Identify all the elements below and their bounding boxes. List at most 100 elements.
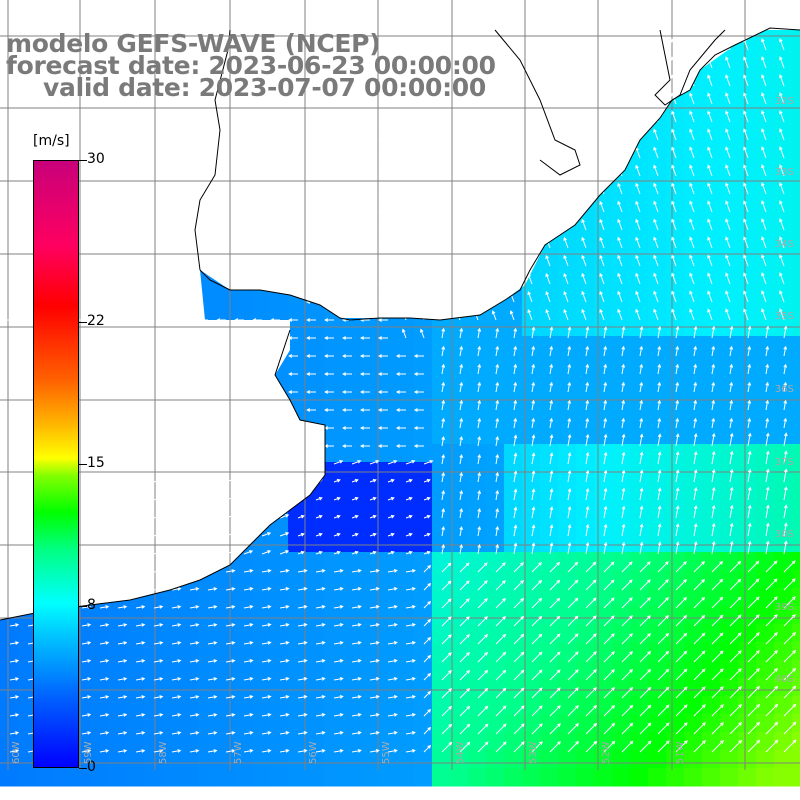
wind-arrow <box>477 580 488 591</box>
wind-arrow <box>531 633 543 645</box>
wind-speed-cell <box>774 120 793 139</box>
wind-arrow <box>509 292 515 303</box>
wind-speed-cell <box>612 354 631 373</box>
wind-arrow <box>689 254 695 267</box>
wind-speed-cell <box>522 552 541 571</box>
wind-arrow <box>491 184 497 195</box>
wind-speed-cell <box>720 426 739 445</box>
wind-speed-cell <box>342 570 361 589</box>
wind-speed-cell <box>648 462 667 481</box>
wind-arrow <box>527 183 533 195</box>
wind-arrow <box>671 110 677 123</box>
wind-arrow <box>729 363 734 375</box>
wind-arrow <box>783 504 788 519</box>
wind-speed-cell <box>630 156 649 175</box>
wind-speed-cell <box>360 570 379 589</box>
wind-speed-cell <box>468 354 487 373</box>
wind-arrow <box>671 164 677 177</box>
wind-arrow <box>563 254 569 267</box>
wind-arrow <box>369 587 380 591</box>
wind-speed-cell <box>450 534 469 553</box>
wind-speed-cell <box>414 444 433 463</box>
wind-arrow <box>423 496 431 501</box>
wind-arrow <box>495 453 500 465</box>
wind-speed-cell <box>162 768 181 787</box>
wind-arrow <box>707 290 713 303</box>
wind-arrow <box>342 66 352 70</box>
wind-speed-cell <box>450 462 469 481</box>
wind-speed-cell <box>504 462 523 481</box>
wind-speed-cell <box>126 732 145 751</box>
wind-arrow <box>405 459 416 465</box>
wind-arrow <box>747 522 752 537</box>
wind-arrow <box>639 469 644 483</box>
wind-arrow <box>225 514 236 519</box>
wind-speed-cell <box>486 372 505 391</box>
wind-arrow <box>509 310 515 321</box>
wind-arrow <box>387 713 398 717</box>
wind-arrow <box>527 219 533 231</box>
wind-arrow <box>657 740 670 753</box>
wind-arrow <box>513 705 525 717</box>
wind-arrow <box>441 723 453 735</box>
wind-arrow <box>531 687 543 699</box>
wind-arrow <box>743 74 749 87</box>
wind-arrow <box>527 147 533 159</box>
wind-arrow <box>342 264 352 268</box>
wind-arrow <box>603 615 615 627</box>
wind-arrow <box>153 550 163 555</box>
wind-arrow <box>261 496 272 501</box>
wind-arrow <box>725 146 731 159</box>
wind-arrow <box>369 514 377 519</box>
wind-arrow <box>315 659 326 663</box>
wind-speed-cell <box>324 570 343 589</box>
wind-arrow <box>306 210 316 214</box>
wind-speed-cell <box>324 462 343 481</box>
wind-arrow <box>9 569 20 573</box>
wind-arrow <box>585 326 590 339</box>
wind-speed-cell <box>756 264 775 283</box>
wind-speed-cell <box>738 426 757 445</box>
wind-speed-cell <box>702 462 721 481</box>
wind-arrow <box>653 164 659 177</box>
wind-speed-cell <box>612 624 631 643</box>
wind-arrow <box>9 587 20 591</box>
wind-arrow <box>473 184 479 195</box>
wind-speed-cell <box>576 552 595 571</box>
wind-arrow <box>747 614 760 627</box>
wind-speed-cell <box>288 300 307 319</box>
wind-arrow <box>531 399 536 411</box>
wind-arrow <box>279 731 290 735</box>
wind-arrow <box>351 677 362 681</box>
wind-arrow <box>135 749 146 753</box>
wind-speed-cell <box>540 678 559 697</box>
wind-arrow <box>225 587 236 591</box>
wind-arrow <box>585 381 590 393</box>
wind-arrow <box>725 218 731 231</box>
wind-arrow <box>675 523 680 537</box>
wind-arrow <box>675 650 688 663</box>
wind-speed-cell <box>558 462 577 481</box>
wind-speed-cell <box>666 228 685 247</box>
wind-speed-cell <box>648 228 667 247</box>
wind-speed-cell <box>684 390 703 409</box>
wind-arrow <box>162 318 172 322</box>
wind-speed-cell <box>216 732 235 751</box>
wind-speed-cell <box>486 606 505 625</box>
wind-arrow <box>315 587 326 591</box>
wind-speed-cell <box>432 660 451 679</box>
wind-arrow <box>603 579 615 591</box>
wind-arrow <box>419 58 425 69</box>
wind-arrow <box>747 650 760 663</box>
wind-speed-cell <box>234 300 253 319</box>
wind-speed-cell <box>324 354 343 373</box>
wind-speed-cell <box>252 606 271 625</box>
wind-speed-cell <box>756 516 775 535</box>
wind-speed-cell <box>738 48 757 67</box>
wind-arrow <box>369 478 377 483</box>
wind-speed-cell <box>720 696 739 715</box>
wind-arrow <box>81 514 91 519</box>
wind-speed-cell <box>774 426 793 445</box>
wind-speed-cell <box>576 354 595 373</box>
colorbar <box>33 160 79 768</box>
